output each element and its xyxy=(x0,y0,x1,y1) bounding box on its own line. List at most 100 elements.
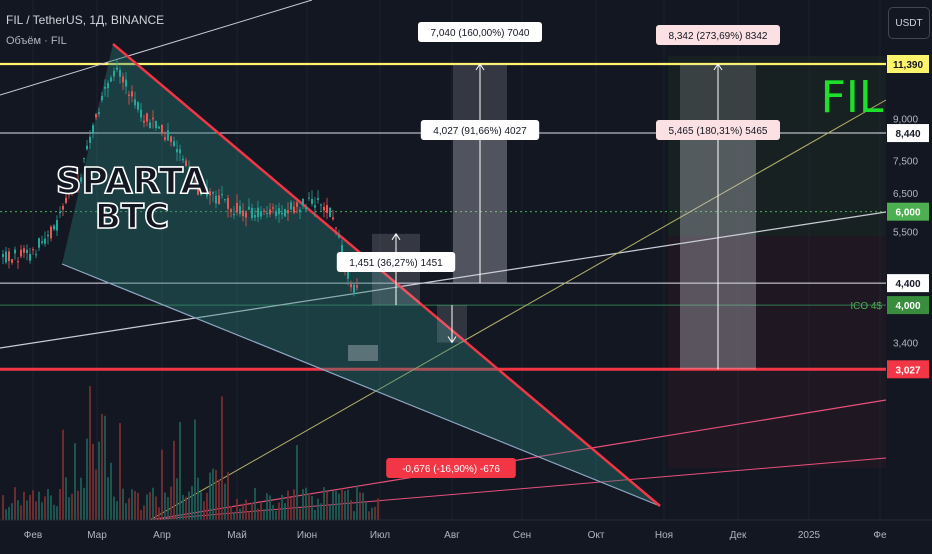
volume-bar xyxy=(281,494,283,520)
candle-body xyxy=(197,185,199,195)
candle-body xyxy=(266,213,268,215)
volume-bar xyxy=(116,501,118,520)
candle-body xyxy=(152,117,154,120)
volume-bar xyxy=(326,491,328,520)
candle-body xyxy=(209,191,211,196)
currency-button[interactable]: USDT xyxy=(888,7,930,39)
volume-bar xyxy=(32,490,34,520)
volume-bar xyxy=(185,496,187,520)
volume-bar xyxy=(338,493,340,520)
candle-body xyxy=(23,248,25,253)
volume-bar xyxy=(203,501,205,520)
x-tick-label: Авг xyxy=(444,530,460,541)
volume-bar xyxy=(17,500,19,520)
candle-body xyxy=(110,77,112,82)
upper-channel-line xyxy=(0,0,313,96)
price-badge-5: 3,027 xyxy=(895,365,920,376)
x-tick-label: Мар xyxy=(87,530,107,541)
volume-bar xyxy=(314,509,316,520)
volume-bar xyxy=(11,503,13,520)
volume-bar xyxy=(155,496,157,520)
measure-label-bg-0 xyxy=(418,22,542,42)
candle-body xyxy=(29,253,31,261)
candle-body xyxy=(56,220,58,231)
measure-arrowhead-2 xyxy=(713,63,723,71)
volume-bar xyxy=(260,502,262,520)
volume-bar xyxy=(290,498,292,520)
volume-bar xyxy=(26,500,28,520)
volume-bar xyxy=(152,487,154,520)
candle-body xyxy=(62,206,64,210)
volume-bar xyxy=(371,507,373,520)
candle-body xyxy=(284,209,286,217)
candle-body xyxy=(176,149,178,153)
candle-body xyxy=(203,187,205,189)
candle-body xyxy=(107,83,109,89)
candle-body xyxy=(155,120,157,129)
y-tick-label: 6,500 xyxy=(893,189,918,200)
price-badge-bg-4 xyxy=(887,296,929,315)
candle-body xyxy=(350,284,352,288)
volume-bar xyxy=(341,488,343,520)
candle-body xyxy=(170,136,172,142)
candle-body xyxy=(323,206,325,211)
volume-bar xyxy=(251,502,253,520)
volume-bar xyxy=(146,494,148,520)
volume-bar xyxy=(71,493,73,520)
volume-bar xyxy=(362,492,364,520)
volume-bar xyxy=(368,511,370,520)
volume-bar xyxy=(269,495,271,520)
wedge-lower-line xyxy=(61,263,661,507)
x-tick-label: Июл xyxy=(370,530,390,541)
candle-body xyxy=(35,254,37,256)
volume-bar xyxy=(179,421,181,520)
candle-body xyxy=(53,225,55,230)
x-tick-label: Дек xyxy=(730,530,747,541)
volume-bar xyxy=(356,486,358,520)
pink-trend-line xyxy=(149,399,887,521)
candle-body xyxy=(299,209,301,212)
volume-bar xyxy=(140,509,142,520)
candle-body xyxy=(116,67,118,70)
volume-bar xyxy=(80,477,82,520)
volume-bar xyxy=(95,469,97,520)
candle-body xyxy=(341,245,343,253)
price-badge-0: 11,390 xyxy=(893,60,923,71)
y-tick-label: 9,000 xyxy=(893,114,918,125)
volume-bar xyxy=(77,490,79,520)
volume-bar xyxy=(296,445,298,520)
volume-bar xyxy=(365,502,367,520)
candle-body xyxy=(173,141,175,147)
candle-body xyxy=(245,212,247,218)
candle-body xyxy=(122,76,124,83)
candle-body xyxy=(191,175,193,177)
candle-body xyxy=(71,188,73,192)
x-tick-label: Окт xyxy=(588,530,605,541)
candle-body xyxy=(5,251,7,263)
candle-body xyxy=(26,249,28,253)
x-axis-bg xyxy=(0,520,932,550)
x-tick-label: Фев xyxy=(24,530,42,541)
volume-bar xyxy=(302,489,304,520)
volume-bar xyxy=(278,502,280,520)
measure-label-bg-3 xyxy=(656,120,780,140)
volume-bar xyxy=(128,498,130,520)
price-badge-bg-1 xyxy=(887,124,929,143)
x-tick-label: Сен xyxy=(513,530,531,541)
candle-body xyxy=(137,102,139,110)
candle-body xyxy=(242,210,244,217)
candle-body xyxy=(20,249,22,257)
symbol-title: FIL / TetherUS, 1Д, BINANCE xyxy=(6,13,165,27)
volume-bar xyxy=(224,483,226,520)
price-badge-bg-3 xyxy=(887,274,929,293)
volume-bar xyxy=(377,498,379,520)
candle-body xyxy=(32,249,34,251)
volume-bar xyxy=(194,419,196,520)
candle-body xyxy=(2,254,4,257)
volume-bar xyxy=(44,496,46,520)
volume-bar xyxy=(200,492,202,520)
volume-bar xyxy=(350,500,352,520)
volume-bar xyxy=(272,504,274,520)
